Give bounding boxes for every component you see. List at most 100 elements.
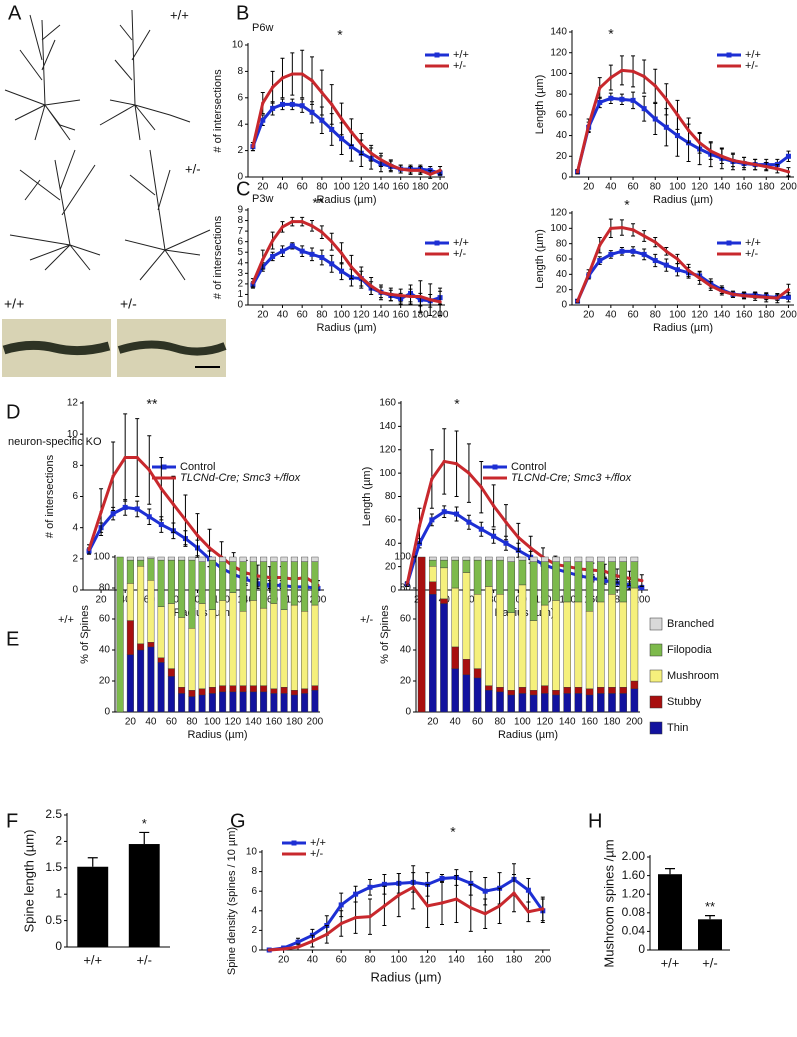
x-tick-label: 80	[316, 182, 328, 193]
x-tick-label: 60	[166, 717, 178, 728]
bar-segment	[518, 559, 527, 586]
bar-segment	[462, 559, 471, 573]
bar-segment	[270, 603, 278, 689]
significance: **	[705, 899, 715, 914]
bar-segment	[137, 649, 145, 713]
bar-segment	[147, 556, 155, 559]
x-tick-label: 160	[736, 182, 753, 193]
marker	[641, 251, 647, 257]
bar-segment	[462, 674, 471, 713]
bar-segment	[137, 566, 145, 644]
x-axis-label: Radius (µm)	[316, 322, 376, 334]
y-tick-label: 20	[556, 284, 568, 295]
marker	[300, 220, 304, 224]
y-tick-label: 100	[93, 552, 110, 563]
bar-segment	[440, 556, 448, 561]
x-tick-label: 120	[691, 182, 708, 193]
significance: *	[454, 396, 460, 412]
legend-swatch	[649, 643, 663, 657]
marker	[282, 947, 286, 951]
marker	[483, 912, 487, 916]
subtitle: P3w	[252, 193, 273, 205]
y-tick-label: 100	[550, 68, 567, 79]
bar-segment	[541, 693, 549, 713]
marker	[742, 294, 746, 298]
marker	[653, 84, 657, 88]
marker	[280, 76, 285, 80]
x-tick-label: 40	[605, 310, 617, 321]
bar-segment	[473, 556, 482, 561]
marker	[454, 462, 459, 466]
x-tick-label: 60	[627, 182, 639, 193]
bar-segment	[429, 594, 437, 713]
legend-label: Control	[511, 461, 546, 473]
bar-segment	[597, 693, 605, 713]
legend-marker	[161, 464, 167, 470]
bar-segment	[198, 694, 206, 713]
bar-segment	[301, 556, 309, 562]
marker	[597, 99, 603, 105]
marker	[720, 154, 724, 158]
marker	[261, 258, 265, 262]
series-line	[576, 226, 790, 302]
bar-segment	[529, 620, 538, 691]
marker	[159, 487, 163, 491]
bar-segment	[198, 561, 206, 604]
bar-segment	[496, 559, 504, 595]
legend-label: Thin	[667, 722, 688, 734]
marker	[525, 887, 531, 893]
y-tick-label: 0	[55, 939, 62, 953]
bar-segment	[563, 693, 571, 713]
bar-segment	[178, 556, 186, 561]
marker	[608, 251, 614, 257]
marker	[440, 901, 444, 905]
marker	[87, 547, 91, 552]
marker	[786, 288, 791, 292]
y-tick-label: 140	[550, 27, 567, 38]
x-tick-label: 200	[432, 182, 449, 193]
y-tick-label: 6	[237, 236, 243, 247]
marker	[279, 248, 285, 254]
x-tick-label: 40	[277, 310, 289, 321]
panel-letter: H	[588, 810, 602, 832]
x-tick-label: 180	[412, 310, 429, 321]
x-tick-label: 100	[669, 310, 686, 321]
bar-segment	[229, 556, 237, 562]
bar-segment	[167, 668, 175, 677]
panel-letter: G	[230, 810, 246, 832]
bar-segment	[249, 685, 257, 693]
series-line	[87, 456, 319, 587]
marker	[609, 226, 613, 230]
marker	[349, 265, 354, 269]
bar-segment	[541, 604, 549, 686]
panel-letter: F	[6, 810, 18, 832]
y-axis-label: Mushroom spines /µm	[601, 839, 616, 967]
x-tick-label: +/+	[83, 952, 102, 967]
x-tick-label: 140	[448, 955, 465, 966]
marker	[698, 141, 702, 145]
bar-segment	[290, 561, 298, 606]
bar-segment	[585, 688, 594, 696]
marker	[381, 881, 387, 887]
marker	[290, 72, 294, 76]
bar-segment	[208, 556, 216, 561]
bar-segment	[249, 600, 257, 686]
marker	[575, 299, 580, 303]
marker	[709, 149, 713, 153]
marker	[753, 162, 757, 167]
x-tick-label: +/+	[661, 955, 680, 970]
bar-segment	[597, 561, 605, 603]
x-tick-label: 160	[261, 595, 278, 606]
bar-segment	[630, 680, 639, 689]
error-bar	[87, 857, 98, 867]
chart: +/- 0 20 40 60 80 100 % of Spines Radius (µm) 20 4…	[360, 552, 719, 741]
marker	[642, 234, 646, 238]
bar-segment	[619, 687, 627, 694]
marker	[280, 225, 285, 229]
marker	[411, 885, 415, 889]
x-tick-label: 20	[257, 182, 269, 193]
y-tick-label: 40	[556, 130, 568, 141]
legend-marker	[726, 240, 732, 246]
marker	[468, 880, 474, 886]
legend-label: +/+	[745, 237, 761, 249]
